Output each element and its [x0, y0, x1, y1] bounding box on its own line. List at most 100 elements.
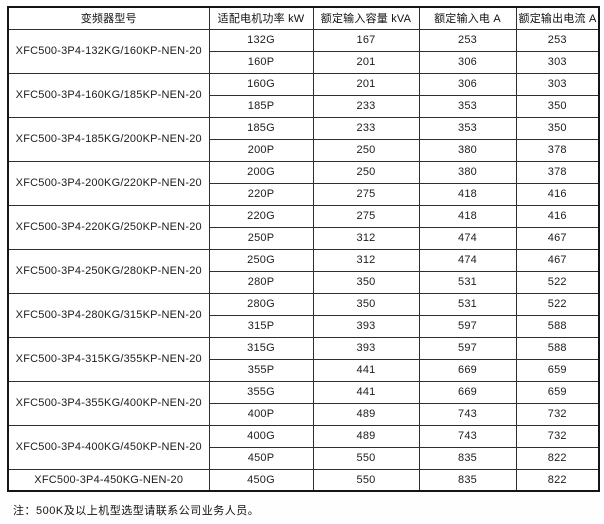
- table-row: 200P 250 380 378: [8, 138, 600, 162]
- kva-cell: 441: [312, 358, 420, 382]
- input-current-cell: 531: [418, 270, 517, 294]
- model-cell: XFC500-3P4-400KG/450KP-NEN-20: [7, 424, 210, 470]
- kva-cell: 233: [312, 94, 420, 118]
- table-row: 400P 489 743 732: [8, 402, 600, 426]
- output-current-cell: 822: [515, 468, 600, 492]
- kva-cell: 393: [312, 336, 420, 360]
- kva-cell: 167: [312, 28, 420, 52]
- header-input-current: 额定输入电 A: [418, 6, 517, 30]
- power-cell: 355G: [208, 380, 314, 404]
- table-row: XFC500-3P4-185KG/200KP-NEN-20 185G 233 353 3…: [7, 116, 600, 162]
- table-body: XFC500-3P4-132KG/160KP-NEN-20 132G 167 253 2…: [7, 28, 600, 492]
- input-current-cell: 669: [418, 380, 517, 404]
- model-cell: XFC500-3P4-250KG/280KP-NEN-20: [7, 248, 210, 294]
- output-current-cell: 588: [515, 336, 600, 360]
- input-current-cell: 306: [418, 72, 517, 96]
- output-current-cell: 378: [515, 160, 600, 184]
- model-cell: XFC500-3P4-315KG/355KP-NEN-20: [7, 336, 210, 382]
- kva-cell: 250: [312, 160, 420, 184]
- power-cell: 200G: [208, 160, 314, 184]
- input-current-cell: 380: [418, 160, 517, 184]
- kva-cell: 350: [312, 292, 420, 316]
- power-cell: 315P: [208, 314, 314, 338]
- model-cell: XFC500-3P4-185KG/200KP-NEN-20: [7, 116, 210, 162]
- model-cell: XFC500-3P4-355KG/400KP-NEN-20: [7, 380, 210, 426]
- power-cell: 280G: [208, 292, 314, 316]
- output-current-cell: 467: [515, 248, 600, 272]
- power-cell: 220P: [208, 182, 314, 206]
- input-current-cell: 743: [418, 424, 517, 448]
- table-row: 315P 393 597 588: [8, 314, 600, 338]
- output-current-cell: 732: [515, 424, 600, 448]
- output-current-cell: 416: [515, 204, 600, 228]
- kva-cell: 550: [312, 468, 420, 492]
- table-row: 280P 350 531 522: [8, 270, 600, 294]
- output-current-cell: 416: [515, 182, 600, 206]
- output-current-cell: 522: [515, 292, 600, 316]
- kva-cell: 201: [312, 72, 420, 96]
- kva-cell: 275: [312, 182, 420, 206]
- output-current-cell: 732: [515, 402, 600, 426]
- output-current-cell: 588: [515, 314, 600, 338]
- model-cell: XFC500-3P4-132KG/160KP-NEN-20: [7, 28, 210, 74]
- power-cell: 160P: [208, 50, 314, 74]
- power-cell: 185G: [208, 116, 314, 140]
- power-cell: 355P: [208, 358, 314, 382]
- kva-cell: 312: [312, 248, 420, 272]
- table-row: 250P 312 474 467: [8, 226, 600, 250]
- input-current-cell: 474: [418, 248, 517, 272]
- header-output-current: 额定输出电流 A: [515, 6, 600, 30]
- input-current-cell: 306: [418, 50, 517, 74]
- footnote: 注：500K及以上机型选型请联系公司业务人员。: [13, 505, 260, 517]
- kva-cell: 550: [312, 446, 420, 470]
- power-cell: 250P: [208, 226, 314, 250]
- header-row: 变频器型号 适配电机功率 kW 额定输入容量 kVA 额定输入电 A 额定输出电…: [7, 6, 600, 30]
- power-cell: 400G: [208, 424, 314, 448]
- kva-cell: 489: [312, 402, 420, 426]
- input-current-cell: 669: [418, 358, 517, 382]
- output-current-cell: 822: [515, 446, 600, 470]
- model-cell: XFC500-3P4-220KG/250KP-NEN-20: [7, 204, 210, 250]
- input-current-cell: 353: [418, 116, 517, 140]
- kva-cell: 350: [312, 270, 420, 294]
- model-cell: XFC500-3P4-160KG/185KP-NEN-20: [7, 72, 210, 118]
- table-row: XFC500-3P4-132KG/160KP-NEN-20 132G 167 253 2…: [7, 28, 600, 74]
- table-row: XFC500-3P4-280KG/315KP-NEN-20 280G 350 531 5…: [7, 292, 600, 338]
- table-row: XFC500-3P4-220KG/250KP-NEN-20 220G 275 418 4…: [7, 204, 600, 250]
- output-current-cell: 253: [515, 28, 600, 52]
- header-motor-power: 适配电机功率 kW: [208, 6, 314, 30]
- power-cell: 132G: [208, 28, 314, 52]
- header-model: 变频器型号: [7, 6, 210, 30]
- power-cell: 450P: [208, 446, 314, 470]
- kva-cell: 393: [312, 314, 420, 338]
- table-row: XFC500-3P4-200KG/220KP-NEN-20 200G 250 380 3…: [7, 160, 600, 206]
- input-current-cell: 835: [418, 468, 517, 492]
- input-current-cell: 743: [418, 402, 517, 426]
- output-current-cell: 659: [515, 358, 600, 382]
- input-current-cell: 353: [418, 94, 517, 118]
- input-current-cell: 253: [418, 28, 517, 52]
- output-current-cell: 303: [515, 50, 600, 74]
- kva-cell: 441: [312, 380, 420, 404]
- kva-cell: 312: [312, 226, 420, 250]
- output-current-cell: 659: [515, 380, 600, 404]
- table-row: XFC500-3P4-250KG/280KP-NEN-20 250G 312 474 4…: [7, 248, 600, 294]
- kva-cell: 489: [312, 424, 420, 448]
- model-cell: XFC500-3P4-200KG/220KP-NEN-20: [7, 160, 210, 206]
- table-row: 220P 275 418 416: [8, 182, 600, 206]
- output-current-cell: 303: [515, 72, 600, 96]
- output-current-cell: 467: [515, 226, 600, 250]
- kva-cell: 233: [312, 116, 420, 140]
- power-cell: 450G: [208, 468, 314, 492]
- power-cell: 315G: [208, 336, 314, 360]
- input-current-cell: 418: [418, 182, 517, 206]
- table-row: XFC500-3P4-400KG/450KP-NEN-20 400G 489 743 7…: [7, 424, 600, 470]
- table-row: XFC500-3P4-450KG-NEN-20 450G 550 835 822: [7, 468, 600, 492]
- kva-cell: 250: [312, 138, 420, 162]
- power-cell: 200P: [208, 138, 314, 162]
- table-row: XFC500-3P4-160KG/185KP-NEN-20 160G 201 306 3…: [7, 72, 600, 118]
- power-cell: 400P: [208, 402, 314, 426]
- model-cell: XFC500-3P4-450KG-NEN-20: [7, 468, 210, 492]
- input-current-cell: 835: [418, 446, 517, 470]
